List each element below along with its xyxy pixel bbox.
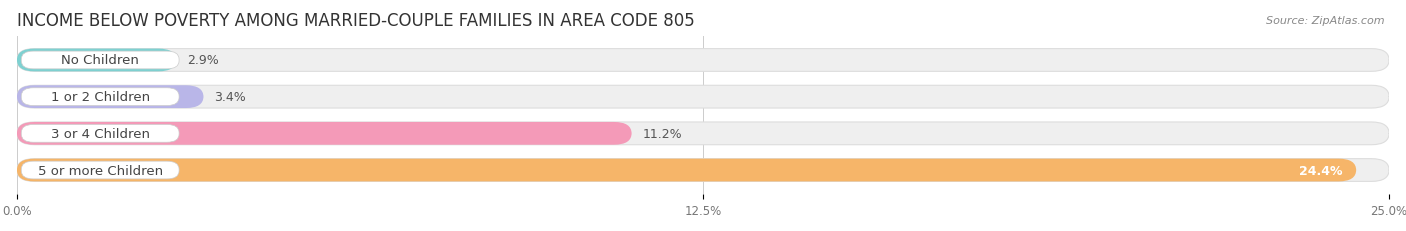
FancyBboxPatch shape (17, 49, 1389, 72)
FancyBboxPatch shape (21, 125, 179, 143)
Text: INCOME BELOW POVERTY AMONG MARRIED-COUPLE FAMILIES IN AREA CODE 805: INCOME BELOW POVERTY AMONG MARRIED-COUPL… (17, 12, 695, 30)
Text: Source: ZipAtlas.com: Source: ZipAtlas.com (1267, 16, 1385, 26)
Text: 3.4%: 3.4% (215, 91, 246, 104)
FancyBboxPatch shape (21, 88, 179, 106)
FancyBboxPatch shape (17, 159, 1389, 182)
Text: 1 or 2 Children: 1 or 2 Children (51, 91, 149, 104)
FancyBboxPatch shape (17, 86, 204, 109)
FancyBboxPatch shape (21, 52, 179, 70)
FancyBboxPatch shape (17, 122, 1389, 145)
Text: 5 or more Children: 5 or more Children (38, 164, 163, 177)
Text: 2.9%: 2.9% (187, 54, 219, 67)
Text: 3 or 4 Children: 3 or 4 Children (51, 127, 149, 140)
Text: 24.4%: 24.4% (1299, 164, 1343, 177)
Text: 11.2%: 11.2% (643, 127, 682, 140)
FancyBboxPatch shape (17, 122, 631, 145)
FancyBboxPatch shape (21, 161, 179, 179)
FancyBboxPatch shape (17, 159, 1357, 182)
FancyBboxPatch shape (17, 49, 176, 72)
FancyBboxPatch shape (17, 86, 1389, 109)
Text: No Children: No Children (62, 54, 139, 67)
